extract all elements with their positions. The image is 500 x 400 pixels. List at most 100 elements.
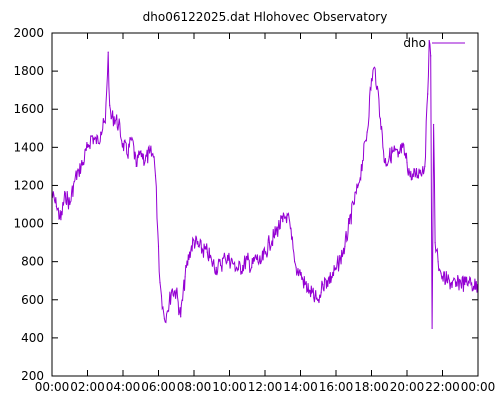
plot-area bbox=[51, 40, 479, 329]
axes: 200 400 600 800 1000 1200 1400 1600 1800 2000 00:0… bbox=[13, 26, 495, 394]
data-point bbox=[122, 142, 124, 145]
data-point bbox=[69, 203, 71, 206]
y-tick-label: 1600 bbox=[13, 102, 44, 116]
data-point bbox=[473, 285, 475, 287]
data-point bbox=[180, 316, 182, 318]
data-point bbox=[397, 156, 399, 158]
data-point bbox=[366, 131, 368, 133]
data-point bbox=[255, 257, 257, 259]
data-point bbox=[104, 122, 106, 124]
y-tick-label: 600 bbox=[21, 293, 44, 307]
data-point bbox=[402, 146, 404, 148]
data-point bbox=[379, 118, 381, 120]
data-point bbox=[246, 259, 248, 261]
data-point bbox=[294, 261, 296, 263]
data-point bbox=[233, 263, 235, 265]
data-point bbox=[322, 283, 324, 286]
data-point bbox=[410, 179, 412, 181]
data-point bbox=[273, 236, 275, 238]
data-point bbox=[464, 283, 466, 286]
data-point bbox=[144, 160, 146, 162]
x-tick-label: 08:00 bbox=[177, 380, 212, 394]
data-point bbox=[286, 213, 288, 215]
data-point bbox=[282, 221, 284, 223]
data-point bbox=[415, 173, 417, 175]
data-point bbox=[419, 169, 421, 171]
data-point bbox=[277, 226, 279, 228]
x-tick-label: 02:00 bbox=[70, 380, 105, 394]
data-point bbox=[60, 219, 62, 221]
data-point bbox=[388, 156, 390, 158]
data-point bbox=[438, 268, 441, 270]
data-point bbox=[206, 251, 208, 253]
data-point bbox=[86, 146, 89, 148]
data-point bbox=[163, 318, 165, 320]
data-point bbox=[304, 283, 306, 286]
x-tick-label: 22:00 bbox=[425, 380, 460, 394]
data-point bbox=[427, 93, 429, 95]
data-point bbox=[326, 280, 328, 282]
data-point bbox=[131, 137, 133, 139]
data-point bbox=[166, 310, 168, 312]
data-point bbox=[193, 240, 195, 242]
data-point bbox=[468, 282, 470, 284]
y-tick-label: 1400 bbox=[13, 140, 44, 154]
data-point bbox=[149, 152, 151, 154]
data-point bbox=[184, 276, 186, 278]
data-point bbox=[189, 251, 191, 253]
y-tick-label: 1800 bbox=[13, 64, 44, 78]
data-point bbox=[370, 78, 373, 80]
data-point bbox=[162, 306, 164, 308]
legend-label: dho bbox=[403, 36, 426, 50]
data-point bbox=[291, 238, 293, 240]
x-tick-label: 06:00 bbox=[141, 380, 176, 394]
data-point bbox=[268, 242, 270, 244]
y-tick-label: 1000 bbox=[13, 217, 44, 231]
data-point bbox=[197, 245, 199, 247]
data-point bbox=[251, 266, 253, 268]
data-point bbox=[154, 175, 157, 177]
data-point bbox=[175, 291, 177, 293]
data-point bbox=[348, 223, 350, 225]
data-point bbox=[406, 162, 408, 164]
y-tick-label: 2000 bbox=[13, 26, 44, 40]
x-tick-label: 14:00 bbox=[283, 380, 318, 394]
data-point bbox=[159, 282, 161, 284]
data-point bbox=[317, 299, 319, 301]
data-point bbox=[113, 116, 115, 118]
data-point bbox=[82, 162, 84, 164]
data-point bbox=[455, 285, 457, 287]
data-point bbox=[424, 165, 426, 167]
x-tick-label: 18:00 bbox=[354, 380, 389, 394]
data-point bbox=[313, 297, 315, 299]
chart-title: dho06122025.dat Hlohovec Observatory bbox=[143, 10, 388, 24]
data-point bbox=[344, 245, 346, 247]
data-point bbox=[450, 282, 452, 284]
data-point bbox=[428, 40, 430, 42]
data-point bbox=[78, 169, 80, 171]
data-point bbox=[353, 203, 355, 206]
data-point bbox=[357, 184, 359, 186]
data-point bbox=[384, 162, 386, 164]
y-tick-label: 400 bbox=[21, 331, 44, 345]
data-point bbox=[228, 259, 231, 261]
data-point bbox=[339, 257, 341, 259]
data-point bbox=[308, 289, 310, 291]
data-point bbox=[331, 276, 333, 278]
data-point bbox=[436, 249, 438, 251]
data-point bbox=[224, 257, 226, 259]
x-tick-label: 16:00 bbox=[319, 380, 354, 394]
data-point bbox=[100, 131, 102, 133]
x-tick-label: 12:00 bbox=[248, 380, 283, 394]
y-tick-label: 800 bbox=[21, 255, 44, 269]
data-point bbox=[118, 123, 120, 126]
x-tick-label: 20:00 bbox=[390, 380, 425, 394]
data-point bbox=[135, 165, 137, 167]
data-point bbox=[440, 272, 442, 274]
x-tick-label: 00:00 bbox=[35, 380, 70, 394]
data-point bbox=[459, 280, 461, 282]
data-point bbox=[264, 253, 266, 255]
data-point bbox=[126, 154, 128, 156]
data-point bbox=[202, 249, 204, 251]
